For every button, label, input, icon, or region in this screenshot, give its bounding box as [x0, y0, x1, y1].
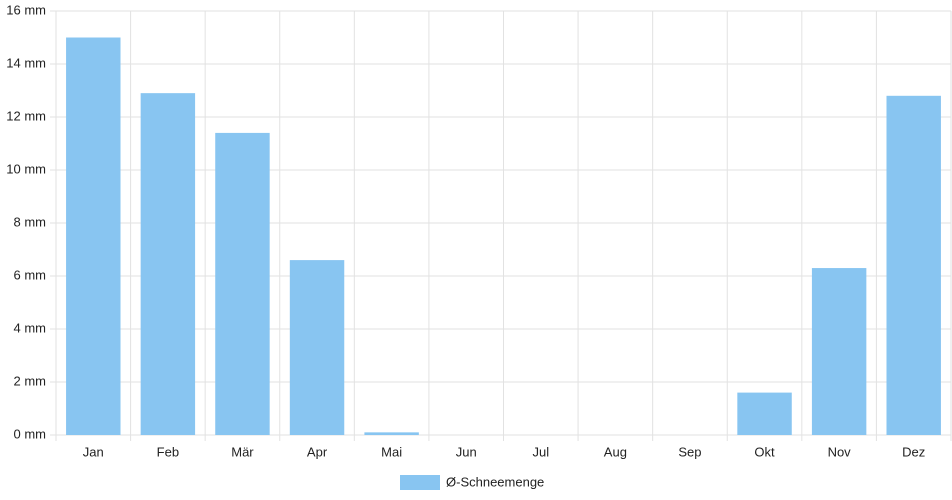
bar — [66, 37, 121, 435]
x-tick-label: Aug — [604, 444, 627, 459]
y-tick-label: 6 mm — [14, 267, 47, 282]
x-tick-label: Feb — [157, 444, 179, 459]
legend-label: Ø-Schneemenge — [446, 474, 544, 489]
y-tick-label: 2 mm — [14, 373, 47, 388]
bar — [811, 268, 867, 435]
bar — [886, 95, 941, 436]
x-tick-label: Sep — [678, 444, 701, 459]
x-tick-label: Apr — [307, 444, 328, 459]
x-tick-label: Mai — [381, 444, 402, 459]
y-tick-label: 16 mm — [6, 2, 46, 17]
x-tick-label: Jan — [83, 444, 104, 459]
y-tick-label: 12 mm — [6, 108, 46, 123]
legend-swatch — [400, 475, 440, 490]
x-tick-label: Jun — [456, 444, 477, 459]
bar — [215, 132, 270, 435]
x-tick-label: Jul — [532, 444, 549, 459]
bar — [140, 93, 196, 436]
bar — [289, 260, 345, 435]
y-tick-label: 14 mm — [6, 55, 46, 70]
x-tick-label: Nov — [828, 444, 852, 459]
bar — [364, 432, 419, 435]
y-tick-label: 0 mm — [14, 426, 47, 441]
x-tick-label: Okt — [754, 444, 775, 459]
y-tick-label: 8 mm — [14, 214, 47, 229]
bar — [737, 392, 792, 435]
y-tick-label: 4 mm — [14, 320, 47, 335]
x-tick-label: Dez — [902, 444, 925, 459]
y-tick-label: 10 mm — [6, 161, 46, 176]
x-tick-label: Mär — [231, 444, 254, 459]
